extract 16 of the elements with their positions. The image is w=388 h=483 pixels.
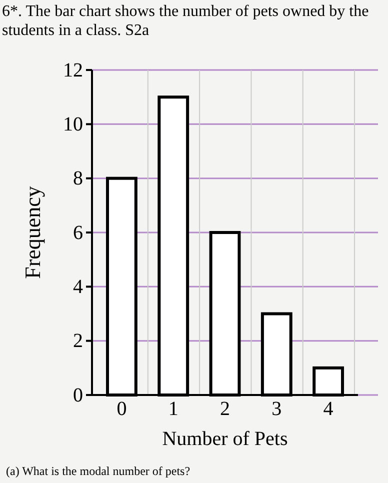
y-tick-label: 10 [63,114,83,136]
chart-title: 6*. The bar chart shows the number of pets owned by the students in a class. S2a [2,2,370,40]
y-axis-title: Frequency [20,186,45,279]
x-tick-label: 1 [168,398,178,420]
text: (a) What is the modal number of pets? [6,464,190,478]
y-tick-label: 8 [73,168,83,190]
x-tick-label: 4 [323,398,334,420]
y-tick-label: 6 [73,222,83,244]
x-tick-label: 0 [116,398,127,420]
y-tick-label: 2 [73,330,83,352]
x-tick-label: 3 [272,398,282,420]
y-tick-label: 12 [63,59,83,82]
x-tick-label: 2 [220,398,230,420]
x-axis-title: Number of Pets [162,428,288,450]
y-tick-label: 4 [73,276,83,298]
y-tick-label: 0 [73,384,83,406]
